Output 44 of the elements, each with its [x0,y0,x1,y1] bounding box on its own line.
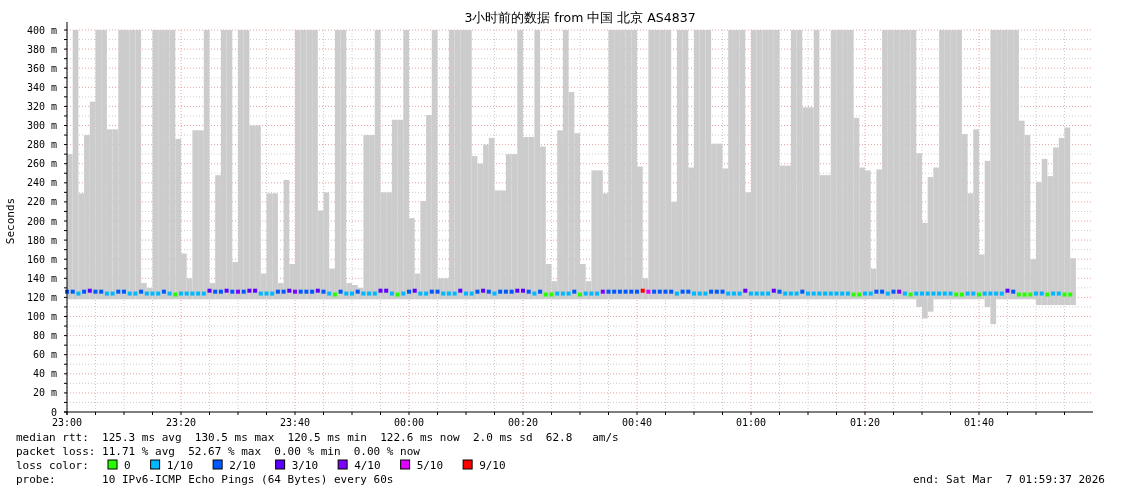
x-tick-label: 01:00 [735,417,767,428]
chart-title: 3小时前的数据 from 中国 北京 AS4837 [464,10,696,25]
y-tick-label: 300 m [26,120,57,131]
x-tick-label: 00:40 [621,417,653,428]
text: packet loss: 11.71 % avg 52.67 % max 0.00 % min 0.00 % now [16,445,421,458]
y-tick-label: 340 m [26,81,57,93]
legend-label: 9/10 [479,459,506,472]
x-tick-label: 23:20 [165,417,197,428]
y-tick-label: 260 m [26,158,57,170]
text: median rtt: 125.3 ms avg 130.5 ms max 120.5 ms min 122.6 ms now 2.0 ms sd 62.8 am/s [16,431,619,444]
x-tick-label: 00:00 [393,417,425,428]
y-tick-label: 380 m [26,43,57,55]
y-tick-label: 20 m [32,387,57,399]
y-tick-label: 0 [50,406,57,418]
y-tick-label: 60 m [32,349,57,361]
y-tick-label: 240 m [26,177,57,189]
y-tick-label: 80 m [32,330,57,342]
x-tick-label: 00:20 [507,417,539,428]
legend-title: loss color: [16,459,89,472]
x-tick-label: 01:40 [963,417,995,428]
y-tick-label: 40 m [32,368,57,380]
legend-label: 0 [124,459,131,472]
y-tick-label: 220 m [26,196,57,208]
y-tick-label: 400 m [26,24,57,36]
legend-label: 3/10 [291,459,319,472]
x-tick-label: 23:00 [51,417,83,428]
text: end: Sat Mar 7 01:59:37 2026 [912,473,1105,486]
y-tick-label: 100 m [26,311,57,322]
legend-label: 5/10 [416,459,444,472]
y-tick-label: 180 m [26,234,57,246]
y-tick-label: 320 m [26,100,57,112]
legend-label: 4/10 [354,459,381,472]
x-tick-label: 23:40 [279,417,311,428]
text: probe: 10 IPv6-ICMP Echo Pings (64 Bytes) every 60s [16,473,394,486]
y-tick-label: 360 m [26,62,57,74]
y-axis-title: Seconds [4,197,17,245]
y-tick-label: 140 m [26,272,57,284]
legend-label: 1/10 [166,459,194,472]
y-tick-label: 280 m [26,139,57,151]
y-tick-label: 160 m [26,253,57,265]
y-tick-label: 200 m [26,215,57,227]
x-tick-label: 01:20 [849,417,881,428]
legend-label: 2/10 [229,459,256,472]
y-tick-label: 120 m [26,291,57,303]
